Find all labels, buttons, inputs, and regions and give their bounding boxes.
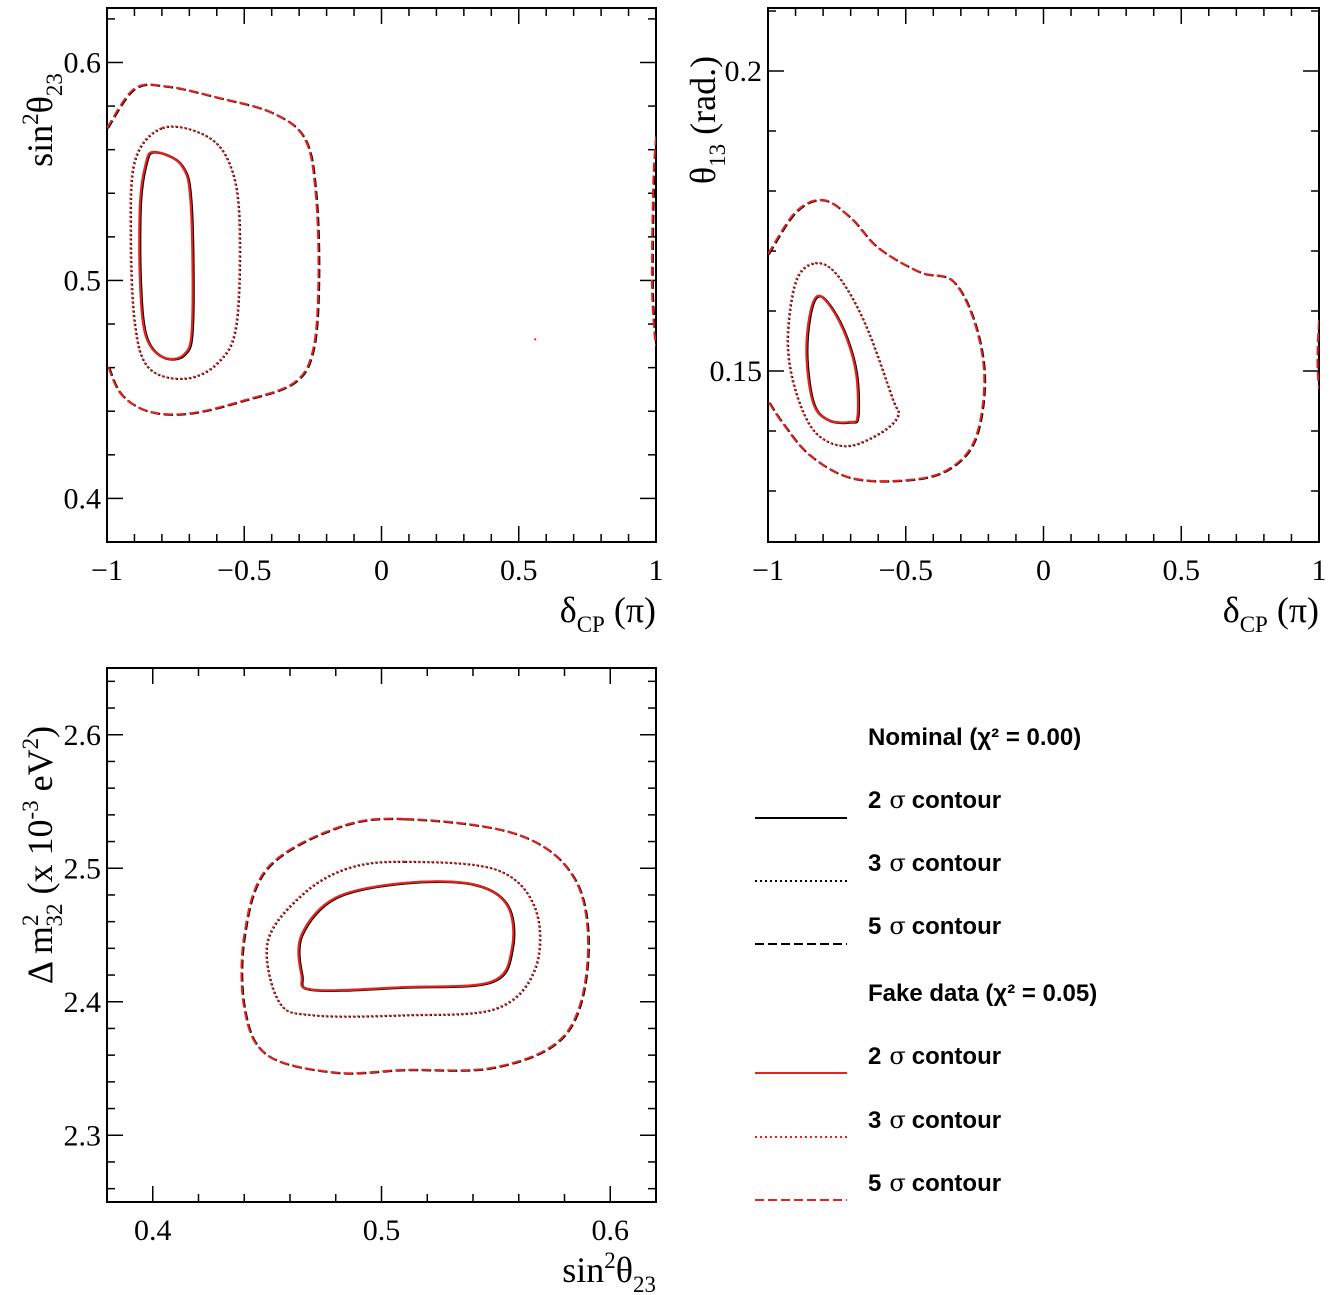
- legend: Nominal (χ² = 0.00) 2 σ contour 3 σ contour …: [755, 724, 1097, 1201]
- x-tick-labels: 0.4 0.5 0.6: [134, 1214, 629, 1247]
- x-tick-labels: −1 −0.5 0 0.5 1: [91, 554, 663, 587]
- y-tick-label: 2.6: [64, 719, 102, 752]
- best-fit-marker: [534, 338, 537, 341]
- axis-ticks: [767, 8, 1320, 542]
- contour-nominal-2-sigma: [297, 880, 516, 993]
- legend-label-nominal-3sigma: 3 σ contour: [868, 849, 1001, 877]
- contour-fake-5-sigma: [768, 198, 986, 483]
- y-axis-title: sin2θ23: [18, 73, 67, 167]
- legend-header-nominal: Nominal (χ² = 0.00): [868, 724, 1081, 751]
- y-tick-label: 0.5: [64, 264, 102, 297]
- contour-lines: [768, 198, 1319, 483]
- x-tick-label: 0: [374, 554, 389, 587]
- x-tick-label: 0.5: [363, 1214, 401, 1247]
- legend-label-fake-5sigma: 5 σ contour: [868, 1169, 1001, 1197]
- y-tick-label: 2.3: [64, 1119, 102, 1152]
- legend-label-fake-3sigma: 3 σ contour: [868, 1106, 1001, 1134]
- plot-frame: [767, 7, 1320, 543]
- contour-nominal-3-sigma: [787, 262, 901, 448]
- legend-label-nominal-5sigma: 5 σ contour: [868, 912, 1001, 940]
- x-tick-label: 0: [1036, 554, 1051, 587]
- contour-fake-5-sigma: [650, 136, 656, 346]
- contour-fake-3-sigma: [786, 261, 900, 447]
- legend-label-nominal-2sigma: 2 σ contour: [868, 786, 1001, 814]
- plot-frame: [106, 667, 657, 1203]
- x-tick-label: −0.5: [217, 554, 271, 587]
- contour-fake-2-sigma: [805, 294, 860, 424]
- x-tick-label: 1: [649, 554, 664, 587]
- contour-fake-3-sigma: [129, 125, 241, 380]
- x-axis-title: sin2θ23: [562, 1248, 656, 1295]
- y-tick-labels: 0.15 0.2: [710, 55, 763, 388]
- panel-dcp-vs-sin2th23: −1 −0.5 0 0.5 1 0.4 0.5 0.6 δCP (π) sin2θ23: [18, 7, 664, 637]
- contour-nominal-2-sigma: [805, 294, 861, 425]
- axis-ticks: [106, 8, 657, 543]
- x-tick-label: 1: [1312, 554, 1327, 587]
- x-tick-label: −0.5: [879, 554, 933, 587]
- contour-nominal-3-sigma: [266, 860, 542, 1018]
- y-tick-labels: 0.4 0.5 0.6: [64, 46, 102, 515]
- x-tick-label: 0.4: [134, 1214, 172, 1247]
- y-tick-label: 0.2: [725, 55, 763, 88]
- legend-header-fake-data: Fake data (χ² = 0.05): [868, 980, 1097, 1007]
- y-tick-label: 0.15: [710, 355, 763, 388]
- plot-frame: [106, 7, 657, 543]
- contour-lines: [107, 83, 656, 416]
- contour-nominal-2-sigma: [138, 150, 195, 361]
- axis-ticks: [106, 668, 657, 1202]
- x-tick-label: 0.5: [1163, 554, 1201, 587]
- contour-lines: [240, 817, 590, 1075]
- contour-fake-5-sigma: [107, 83, 320, 416]
- y-tick-label: 2.4: [64, 986, 102, 1019]
- legend-label-fake-2sigma: 2 σ contour: [868, 1042, 1001, 1070]
- y-axis-title: Δ m232 (x 10-3 eV2): [18, 726, 67, 984]
- x-axis-title: δCP (π): [560, 590, 656, 637]
- contour-fake-2-sigma: [297, 880, 515, 992]
- x-tick-labels: −1 −0.5 0 0.5 1: [752, 554, 1326, 587]
- contour-nominal-3-sigma: [130, 125, 242, 381]
- contour-fake-5-sigma: [240, 817, 590, 1075]
- contour-fake-5-sigma: [1316, 319, 1319, 390]
- y-tick-labels: 2.3 2.4 2.5 2.6: [64, 719, 102, 1153]
- contour-nominal-5-sigma: [241, 817, 590, 1075]
- y-tick-label: 2.5: [64, 852, 102, 885]
- y-tick-label: 0.4: [64, 482, 102, 515]
- contour-fake-2-sigma: [138, 150, 194, 361]
- y-tick-label: 0.6: [64, 46, 102, 79]
- panel-sin2th23-vs-dm32: 0.4 0.5 0.6 2.3 2.4 2.5 2.6 sin2θ23 Δ m232 (x…: [18, 667, 657, 1295]
- x-tick-label: −1: [91, 554, 123, 587]
- y-axis-title: θ13 (rad.): [683, 56, 730, 184]
- x-tick-label: 0.5: [500, 554, 538, 587]
- contour-nominal-5-sigma: [768, 199, 987, 483]
- x-axis-title: δCP (π): [1223, 590, 1319, 637]
- x-tick-label: −1: [752, 554, 784, 587]
- x-tick-label: 0.6: [592, 1214, 630, 1247]
- panel-dcp-vs-th13: −1 −0.5 0 0.5 1 0.15 0.2 δCP (π) θ13 (rad.): [683, 7, 1327, 637]
